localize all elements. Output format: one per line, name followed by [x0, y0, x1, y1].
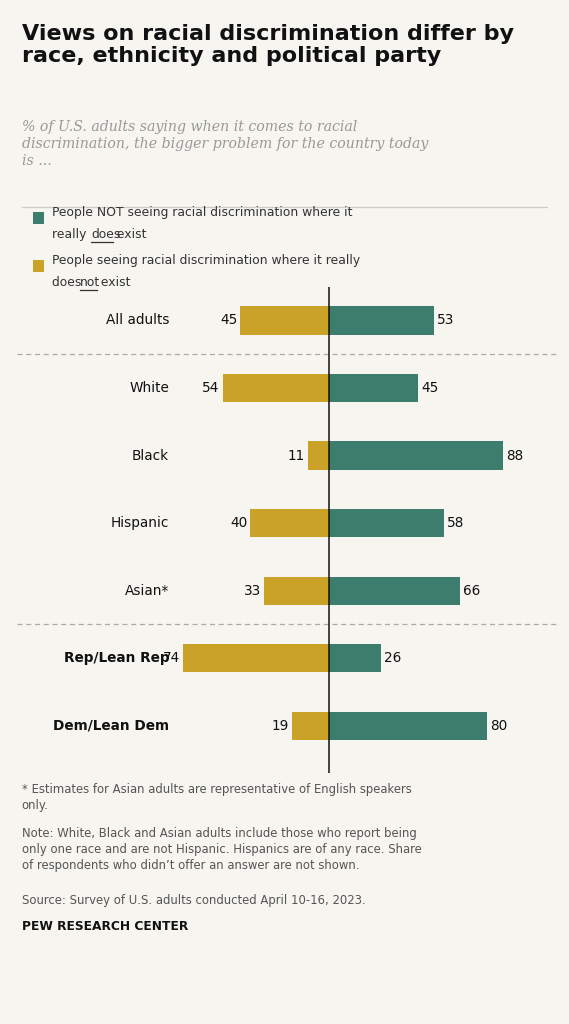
Bar — [250, 509, 329, 538]
Text: 45: 45 — [220, 313, 237, 328]
Text: White: White — [129, 381, 169, 395]
Text: 33: 33 — [244, 584, 261, 598]
Text: 54: 54 — [202, 381, 220, 395]
Text: Source: Survey of U.S. adults conducted April 10-16, 2023.: Source: Survey of U.S. adults conducted … — [22, 894, 365, 907]
Text: 19: 19 — [271, 719, 288, 733]
Text: Views on racial discrimination differ by
race, ethnicity and political party: Views on racial discrimination differ by… — [22, 24, 514, 67]
Bar — [264, 577, 329, 605]
Text: really: really — [52, 228, 90, 241]
Bar — [222, 374, 329, 402]
Bar — [307, 441, 329, 470]
Text: 80: 80 — [490, 719, 508, 733]
Bar — [329, 374, 418, 402]
Bar — [329, 577, 460, 605]
Bar — [240, 306, 329, 335]
Bar — [329, 306, 434, 335]
Text: not: not — [80, 276, 100, 289]
Bar — [329, 441, 503, 470]
Bar — [183, 644, 329, 673]
Text: PEW RESEARCH CENTER: PEW RESEARCH CENTER — [22, 920, 188, 933]
Text: % of U.S. adults saying when it comes to racial
discrimination, the bigger probl: % of U.S. adults saying when it comes to… — [22, 120, 428, 168]
Bar — [329, 712, 488, 740]
Text: 11: 11 — [287, 449, 304, 463]
Text: Note: White, Black and Asian adults include those who report being
only one race: Note: White, Black and Asian adults incl… — [22, 827, 422, 872]
Text: Rep/Lean Rep: Rep/Lean Rep — [64, 651, 169, 666]
Text: does: does — [52, 276, 85, 289]
Bar — [329, 644, 381, 673]
Bar — [329, 509, 444, 538]
Text: does: does — [91, 228, 121, 241]
Text: People NOT seeing racial discrimination where it: People NOT seeing racial discrimination … — [52, 207, 353, 219]
Text: 74: 74 — [163, 651, 180, 666]
Text: People seeing racial discrimination where it really: People seeing racial discrimination wher… — [52, 255, 361, 267]
Text: Dem/Lean Dem: Dem/Lean Dem — [53, 719, 169, 733]
Text: Black: Black — [132, 449, 169, 463]
Text: 40: 40 — [230, 516, 248, 530]
Bar — [292, 712, 329, 740]
Text: exist: exist — [113, 228, 147, 241]
Text: 88: 88 — [506, 449, 523, 463]
Text: * Estimates for Asian adults are representative of English speakers
only.: * Estimates for Asian adults are represe… — [22, 783, 411, 812]
Text: Asian*: Asian* — [125, 584, 169, 598]
Text: exist: exist — [97, 276, 130, 289]
Text: 26: 26 — [384, 651, 401, 666]
Text: 58: 58 — [447, 516, 464, 530]
Text: 45: 45 — [421, 381, 439, 395]
Text: 53: 53 — [437, 313, 454, 328]
Text: 66: 66 — [463, 584, 480, 598]
Text: All adults: All adults — [106, 313, 169, 328]
Text: Hispanic: Hispanic — [111, 516, 169, 530]
